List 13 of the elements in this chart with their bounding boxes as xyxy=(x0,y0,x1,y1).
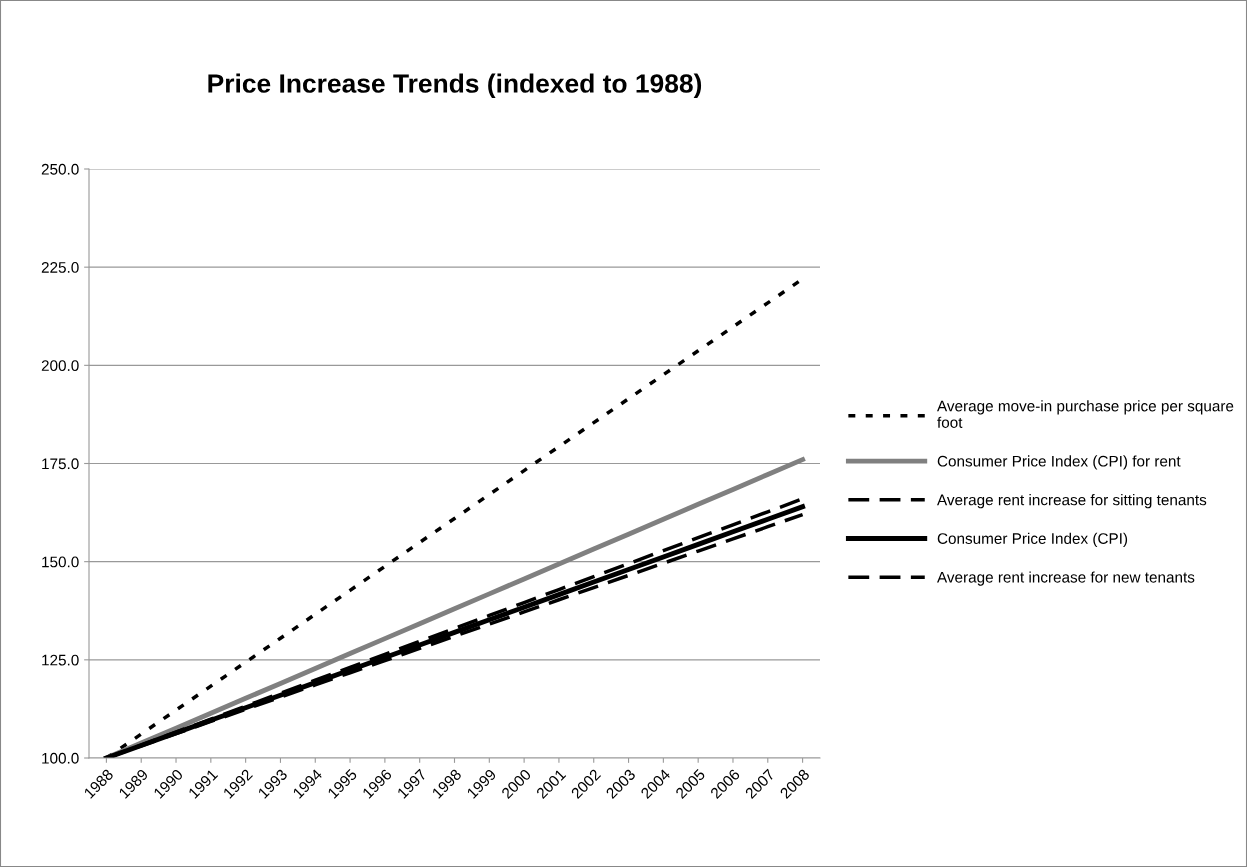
legend-label: Average move-in purchase price per square foot xyxy=(937,400,1234,428)
chart-title: Price Increase Trends (indexed to 1988) xyxy=(208,73,702,99)
y-tick-label: 250.0 xyxy=(41,163,79,175)
y-tick-label: 200.0 xyxy=(41,360,79,372)
legend-label: Average rent increase for sitting tenants xyxy=(937,494,1207,509)
y-tick-label: 225.0 xyxy=(41,262,79,273)
y-tick-label: 175.0 xyxy=(42,458,79,470)
legend-label: Consumer Price Index (CPI) xyxy=(937,532,1128,547)
y-tick-label: 125.0 xyxy=(42,654,79,666)
legend-label: Consumer Price Index (CPI) for rent xyxy=(937,455,1181,470)
y-tick-label: 150.0 xyxy=(42,556,79,568)
y-tick-label: 100.0 xyxy=(42,752,79,764)
legend-label: Average rent increase for new tenants xyxy=(937,571,1195,586)
